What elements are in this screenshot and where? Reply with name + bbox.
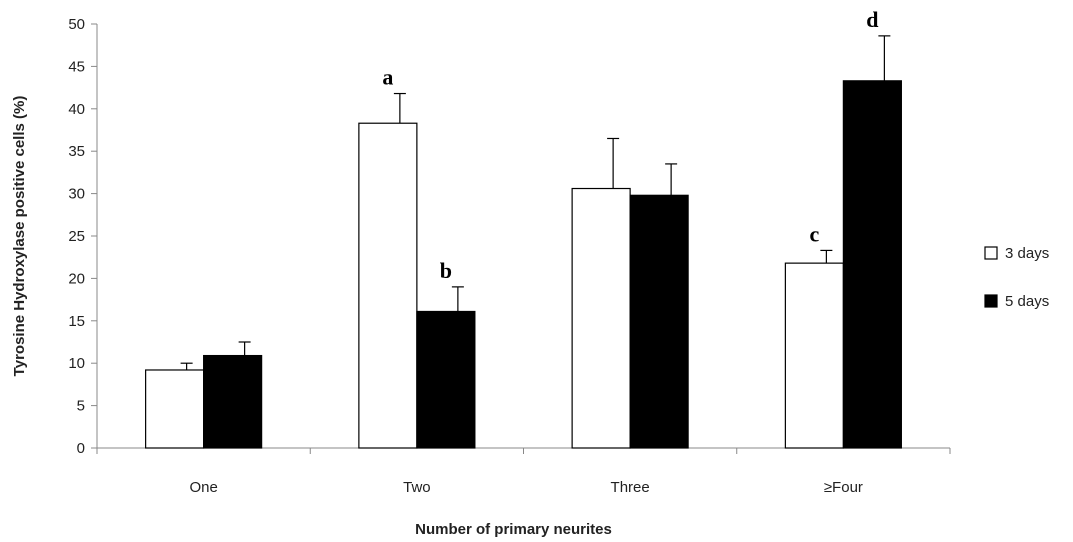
legend: 3 days 5 days — [984, 245, 1049, 310]
significance-label: d — [866, 7, 878, 32]
legend-swatch — [984, 294, 998, 308]
y-tick-label: 45 — [68, 58, 85, 75]
bar-series1 — [358, 122, 418, 449]
significance-label: a — [382, 65, 393, 90]
y-tick-label: 10 — [68, 355, 85, 372]
y-tick-label: 35 — [68, 143, 85, 160]
bar-series1 — [145, 369, 205, 449]
y-tick-label: 20 — [68, 270, 85, 287]
x-axis: One Two Three ≥Four — [96, 447, 951, 496]
y-tick-label: 30 — [68, 186, 85, 203]
y-tick-label: 40 — [68, 101, 85, 118]
significance-labels: a b c d — [382, 7, 878, 283]
x-tick-label: Three — [611, 479, 650, 496]
y-tick-label: 50 — [68, 16, 85, 33]
y-axis-title: Tyrosine Hydroxylase positive cells (%) — [11, 96, 28, 377]
x-tick-label: One — [189, 479, 217, 496]
bar-series1 — [784, 262, 844, 449]
x-tick-label: ≥Four — [824, 479, 863, 496]
y-tick-label: 5 — [77, 398, 85, 415]
bar-series1 — [571, 187, 631, 449]
bar-series2 — [629, 194, 689, 449]
legend-label: 3 days — [1005, 245, 1049, 262]
y-axis: 0 5 10 15 20 25 30 35 40 45 50 — [68, 16, 98, 457]
significance-label: c — [809, 221, 819, 246]
y-tick-label: 15 — [68, 313, 85, 330]
error-bars — [180, 35, 891, 370]
significance-label: b — [440, 258, 452, 283]
legend-swatch — [984, 246, 998, 260]
x-tick-label: Two — [403, 479, 431, 496]
bar-series2 — [203, 354, 263, 449]
y-tick-label: 25 — [68, 228, 85, 245]
legend-label: 5 days — [1005, 293, 1049, 310]
bar-series2 — [416, 310, 476, 449]
bar-series2 — [842, 80, 902, 449]
bars — [145, 80, 902, 449]
y-tick-label: 0 — [77, 440, 85, 457]
x-axis-title: Number of primary neurites — [415, 521, 612, 538]
